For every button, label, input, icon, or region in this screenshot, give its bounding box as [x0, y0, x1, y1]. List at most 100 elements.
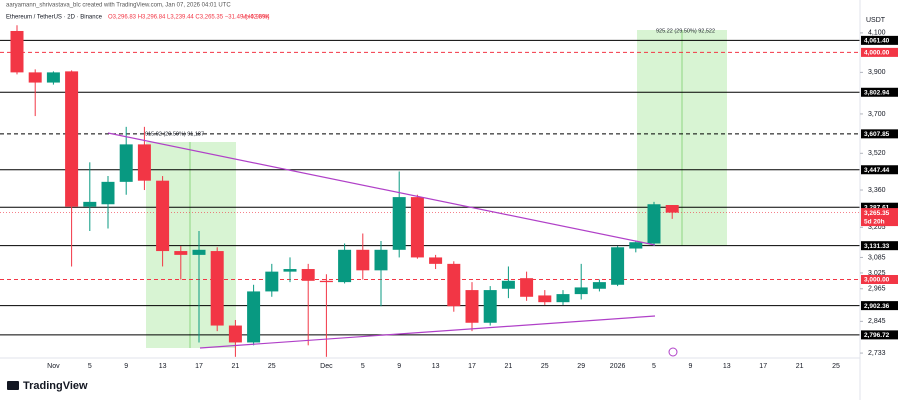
y-tick-label: 3,025	[868, 270, 886, 277]
level-label-box	[861, 165, 898, 175]
level-label: 2,902.36	[864, 303, 890, 310]
x-tick-label: Dec	[320, 363, 333, 370]
candle-body	[447, 263, 461, 307]
x-tick-label: 2026	[610, 363, 626, 370]
candle-body	[538, 295, 552, 303]
last-price-label: 3,265.35	[864, 210, 890, 217]
level-label-box	[861, 47, 898, 57]
candle-body	[501, 280, 515, 289]
level-label-box	[861, 87, 898, 97]
x-tick-label: Nov	[47, 363, 60, 370]
level-label-box	[861, 274, 898, 284]
countdown: 5d 20h	[864, 218, 885, 225]
candle-body	[574, 287, 588, 295]
candle-body	[483, 290, 497, 323]
y-tick-label: 2,733	[868, 350, 886, 357]
level-label: 3,287.61	[864, 204, 890, 211]
y-tick-label: 2,845	[868, 318, 886, 325]
brand: TradingView	[23, 380, 88, 392]
y-tick-label: 3,085	[868, 254, 886, 261]
measure-label: 925.22 (29.50%) 92,522	[656, 28, 715, 34]
x-tick-label: 17	[468, 363, 476, 370]
currency-label: USDT	[866, 17, 886, 24]
level-label-box	[861, 35, 898, 45]
candle-body	[283, 269, 297, 272]
candle-body	[556, 294, 570, 303]
level-label: 3,607.85	[864, 131, 890, 138]
candle-body	[247, 291, 261, 343]
x-tick-label: 17	[759, 363, 767, 370]
x-tick-label: 21	[505, 363, 513, 370]
price-axis: 4,100 3,900 3,700 3,520 3,360 3,205 3,085 3,025…	[860, 30, 898, 357]
level-label-box	[861, 129, 898, 139]
x-tick-label: 25	[832, 363, 840, 370]
ohlc: O3,296.83 H3,296.84 L3,239.44 C3,265.35 …	[108, 15, 269, 21]
candle-body	[28, 72, 42, 83]
y-tick-label: 3,205	[868, 224, 886, 231]
candle-body	[338, 249, 352, 283]
candle-body	[192, 249, 206, 255]
brand-logo: TradingView	[7, 380, 88, 392]
trend-line	[107, 132, 656, 246]
candle-body	[156, 180, 170, 252]
candle-body	[520, 278, 534, 297]
y-tick-label: 2,965	[868, 286, 886, 293]
x-tick-label: 5	[652, 363, 656, 370]
candle-body	[319, 280, 333, 283]
candle-body	[392, 197, 406, 250]
x-tick-label: 25	[541, 363, 549, 370]
trend-line	[199, 315, 656, 349]
y-tick-label: 3,360	[868, 187, 886, 194]
level-label-box	[861, 202, 898, 212]
level-label: 3,131.33	[864, 243, 890, 250]
level-label: 4,061.40	[864, 38, 890, 45]
level-label: 3,447.44	[864, 167, 890, 174]
candle-body	[611, 247, 625, 285]
x-tick-label: 13	[159, 363, 167, 370]
candle-body	[665, 205, 679, 213]
symbol: Ethereum / TetherUS · 2D · Binance	[6, 15, 103, 21]
candle-body	[228, 325, 242, 343]
x-tick-label: 21	[232, 363, 240, 370]
level-label: 3,802.94	[864, 89, 890, 96]
candle-body	[83, 201, 97, 207]
candle-body	[429, 257, 443, 264]
y-tick-label: 3,700	[868, 111, 886, 118]
level-label-box	[861, 241, 898, 251]
candle-body	[65, 71, 79, 207]
x-tick-label: 25	[268, 363, 276, 370]
x-tick-label: 21	[796, 363, 804, 370]
y-tick-label: 3,520	[868, 150, 886, 157]
candle-body	[410, 197, 424, 258]
level-label: 2,796.72	[864, 332, 890, 339]
y-tick-label: 4,100	[868, 30, 886, 37]
x-tick-label: 9	[397, 363, 401, 370]
level-label-box	[861, 330, 898, 340]
x-tick-label: 9	[688, 363, 692, 370]
candle-body	[629, 242, 643, 249]
credit: aaryamann_shrivastava_blc created with T…	[6, 3, 231, 9]
candle-body	[174, 251, 188, 255]
candle-body	[210, 251, 224, 326]
candle-body	[119, 144, 133, 182]
candle-body	[647, 204, 661, 244]
volume: Vol42.39K	[242, 15, 269, 21]
candle-body	[10, 30, 24, 73]
measure-label: 915.92 (29.50%) 91,187	[145, 131, 204, 137]
candles	[10, 25, 679, 357]
candle-body	[592, 282, 606, 289]
candle-body	[101, 181, 115, 205]
x-tick-label: 5	[361, 363, 365, 370]
level-label-box	[861, 301, 898, 311]
levels	[0, 39, 860, 336]
candle-body	[301, 269, 315, 281]
event-icon[interactable]	[668, 347, 678, 357]
level-label: 3,000.00	[864, 277, 890, 284]
candle-body	[137, 144, 151, 181]
candle-body	[374, 249, 388, 271]
drawings	[146, 30, 727, 348]
x-tick-label: 17	[195, 363, 203, 370]
x-tick-label: 5	[88, 363, 92, 370]
